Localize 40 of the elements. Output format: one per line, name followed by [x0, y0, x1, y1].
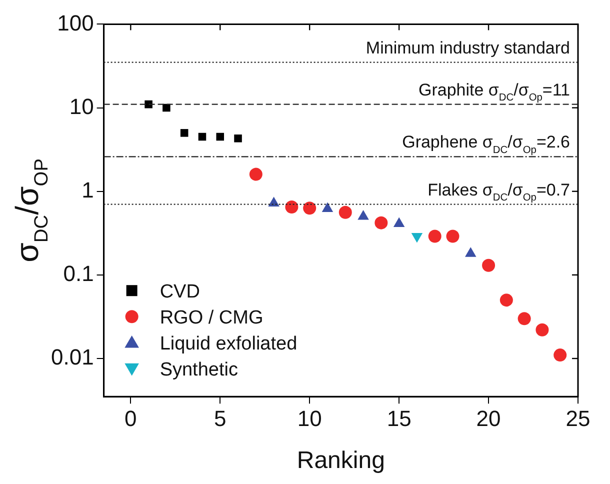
- y-tick-label: 10: [69, 94, 94, 119]
- x-tick-label: 0: [124, 406, 137, 431]
- legend-label: RGO / CMG: [160, 308, 264, 329]
- point: [482, 258, 496, 272]
- y-axis-title: σDC/σOP: [9, 158, 53, 262]
- point: [518, 312, 531, 326]
- x-axis-title: Ranking: [296, 447, 385, 474]
- point: [268, 196, 280, 207]
- legend-label: Synthetic: [160, 360, 238, 381]
- x-tick-label: 5: [214, 406, 226, 431]
- legend-label: CVD: [160, 282, 200, 303]
- point: [234, 134, 242, 142]
- legend-label: Liquid exfoliated: [160, 334, 298, 355]
- x-tick-label: 10: [297, 406, 322, 431]
- point: [285, 200, 298, 214]
- point: [198, 132, 206, 141]
- ref-line-label: Minimum industry standard: [366, 38, 570, 58]
- point: [249, 168, 262, 181]
- x-tick-label: 20: [476, 406, 501, 431]
- point: [536, 323, 549, 336]
- point: [446, 230, 460, 243]
- point: [180, 129, 188, 137]
- point: [162, 104, 170, 112]
- y-tick-label: 0.1: [63, 260, 94, 286]
- y-tick-label: 1: [82, 177, 94, 202]
- point: [374, 216, 388, 230]
- point: [500, 294, 513, 307]
- x-tick-label: 15: [386, 406, 412, 431]
- point: [358, 210, 369, 220]
- y-tick-label: 0.01: [50, 344, 94, 370]
- point: [393, 217, 405, 227]
- x-tick-label: 25: [566, 406, 590, 431]
- point: [428, 230, 442, 243]
- point: [216, 132, 224, 141]
- point: [303, 202, 316, 215]
- point: [338, 206, 352, 219]
- point: [322, 202, 334, 212]
- point: [554, 348, 567, 362]
- point: [465, 247, 476, 257]
- y-tick-label: 100: [57, 10, 94, 36]
